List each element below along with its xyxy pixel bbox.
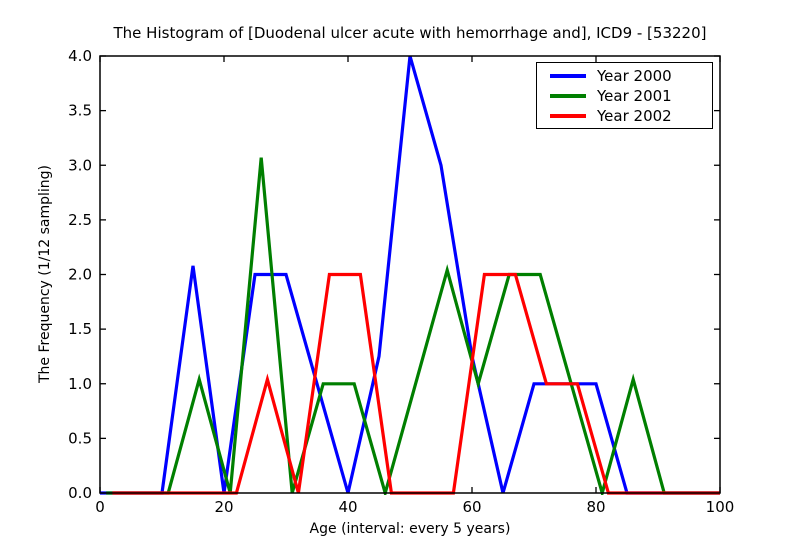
y-tick-label: 4.0 [68, 47, 92, 65]
legend-label: Year 2002 [597, 106, 672, 125]
legend-item: Year 2000 [550, 66, 706, 86]
y-tick-label: 2.5 [68, 211, 92, 229]
legend-swatch [550, 73, 586, 78]
legend-label: Year 2001 [597, 86, 672, 105]
series-line-year-2002 [112, 272, 720, 495]
x-tick-label: 60 [462, 498, 481, 516]
legend: Year 2000 Year 2001 Year 2002 [536, 62, 713, 129]
x-tick-label: 0 [95, 498, 105, 516]
plot-border [99, 55, 721, 494]
y-tick-label: 3.5 [68, 102, 92, 120]
x-axis-label: Age (interval: every 5 years) [309, 521, 511, 537]
series-line-year-2001 [106, 157, 720, 495]
legend-item: Year 2002 [550, 106, 706, 126]
legend-item: Year 2001 [550, 86, 706, 106]
x-tick-label: 40 [338, 498, 357, 516]
chart-title: The Histogram of [Duodenal ulcer acute w… [113, 24, 707, 42]
x-tick-label: 80 [586, 498, 605, 516]
y-tick-label: 0.5 [68, 429, 92, 447]
y-axis-label: The Frequency (1/12 sampling) [37, 165, 53, 384]
legend-swatch [550, 93, 586, 98]
y-tick-label: 1.0 [68, 375, 92, 393]
legend-label: Year 2000 [597, 66, 672, 85]
y-tick-label: 3.0 [68, 156, 92, 174]
x-tick-label: 100 [706, 498, 735, 516]
y-tick-label: 1.5 [68, 320, 92, 338]
legend-swatch [550, 113, 586, 118]
y-tick-label: 2.0 [68, 266, 92, 284]
y-tick-label: 0.0 [68, 484, 92, 502]
x-tick-label: 20 [214, 498, 233, 516]
